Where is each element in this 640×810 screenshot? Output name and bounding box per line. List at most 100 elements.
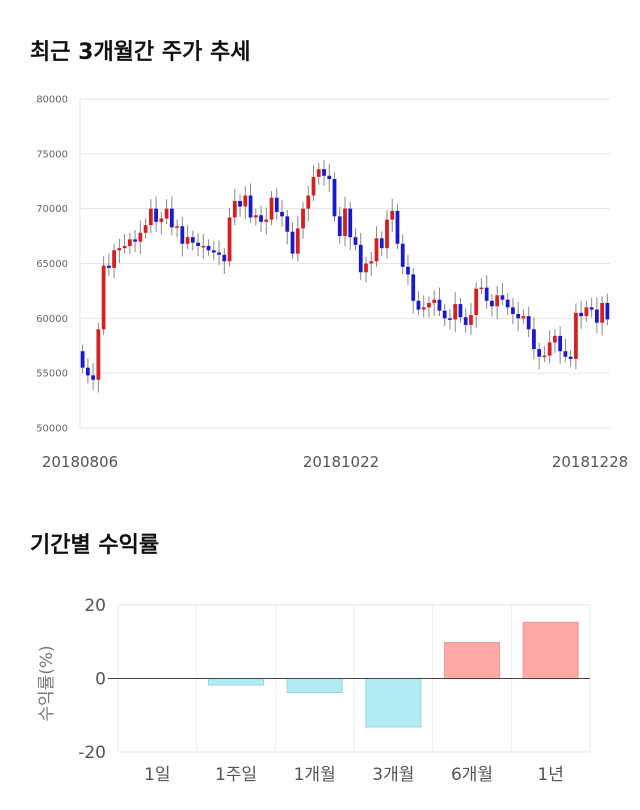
candle-body [322,169,326,176]
candle-body [169,208,174,228]
y-axis-label: 수익률(%) [37,645,57,721]
candle-body [159,218,164,222]
category-label: 1일 [144,765,170,785]
candle-body [463,317,468,325]
candle-body [385,219,389,249]
category-label: 3개월 [372,765,414,785]
candle-body [521,316,526,319]
candle-body [537,349,542,357]
x-tick-label: 20181022 [303,453,379,471]
candle-body [316,169,321,177]
candle-body [427,302,431,308]
candle-body [269,197,274,220]
candle-body [511,307,515,314]
category-label: 1개월 [294,765,336,785]
candle-body [484,287,489,301]
candle-body [500,295,505,300]
candle-body [553,335,557,343]
candle-body [238,200,242,207]
candle-body [469,315,473,325]
candle-body [495,295,500,307]
candle-body [547,342,552,356]
candle-body [343,208,347,237]
candle-body [400,243,405,267]
candle-body [379,238,384,249]
y-tick-label: 80000 [36,95,68,106]
candle-body [127,239,132,246]
candle-body [516,313,521,319]
y-tick-label: 70000 [36,204,68,215]
candle-body [421,307,426,310]
candle-body [106,265,111,268]
category-label: 6개월 [451,765,493,785]
y-tick-label: 20 [84,596,106,616]
candle-body [148,208,153,226]
stock-trend-title: 최근 3개월간 주가 추세 [30,40,251,65]
candle-body [563,351,568,357]
candle-body [232,200,237,218]
candle-body [584,307,589,317]
candle-body [248,195,253,218]
x-tick-label: 20181228 [552,453,628,471]
candle-body [217,252,221,255]
candle-body [406,266,410,275]
candle-body [206,245,211,251]
candle-body [490,300,494,307]
candle-body [101,265,106,330]
candle-body [301,208,305,229]
candle-body [112,250,116,268]
candle-body [290,231,295,254]
candle-body [479,287,484,290]
candle-body [311,176,316,196]
y-tick-label: 75000 [36,149,68,160]
y-tick-label: 50000 [36,424,68,435]
candle-body [264,219,269,222]
candle-body [117,248,122,251]
candle-body [542,355,547,358]
candle-body [201,245,206,248]
candle-body [80,351,85,368]
candle-body [253,215,258,218]
candle-body [594,309,599,323]
candle-body [358,244,363,273]
candle-body [222,254,227,262]
return-bar [365,678,422,728]
candle-body [369,261,374,264]
candle-body [96,329,101,380]
candle-body [227,217,232,262]
candle-body [122,245,127,249]
y-tick-label: 60000 [36,314,68,325]
candle-body [605,302,610,320]
candle-body [390,210,395,220]
candle-body [85,367,90,376]
candle-body [432,299,437,303]
return-bar [207,678,265,686]
y-tick-label: 55000 [36,369,68,380]
candle-body [164,208,169,219]
y-tick-label: -20 [78,743,106,763]
candle-body [190,237,195,243]
candle-body [568,356,573,359]
candle-body [395,210,400,244]
y-tick-label: 0 [95,670,106,690]
candle-body [306,195,311,209]
candle-body [243,195,248,207]
candle-body [274,197,279,212]
candle-body [133,239,137,242]
candle-body [532,329,536,350]
candle-body [458,304,463,318]
candle-body [600,302,605,323]
candle-body [505,299,510,308]
candle-body [474,288,479,316]
candle-body [280,211,284,217]
candle-body [285,216,290,232]
return-bar [443,641,501,679]
candle-body [416,300,421,310]
candle-body [348,208,353,238]
y-tick-label: 65000 [36,259,68,270]
candle-body [91,375,96,380]
period-returns-bar-chart: 1일 1주일 1개월 3개월 6개월 1년 20 0 -20 수익률(%) [37,596,591,785]
category-label: 1주일 [215,765,257,785]
candle-body [579,312,584,317]
candle-body [259,215,263,222]
